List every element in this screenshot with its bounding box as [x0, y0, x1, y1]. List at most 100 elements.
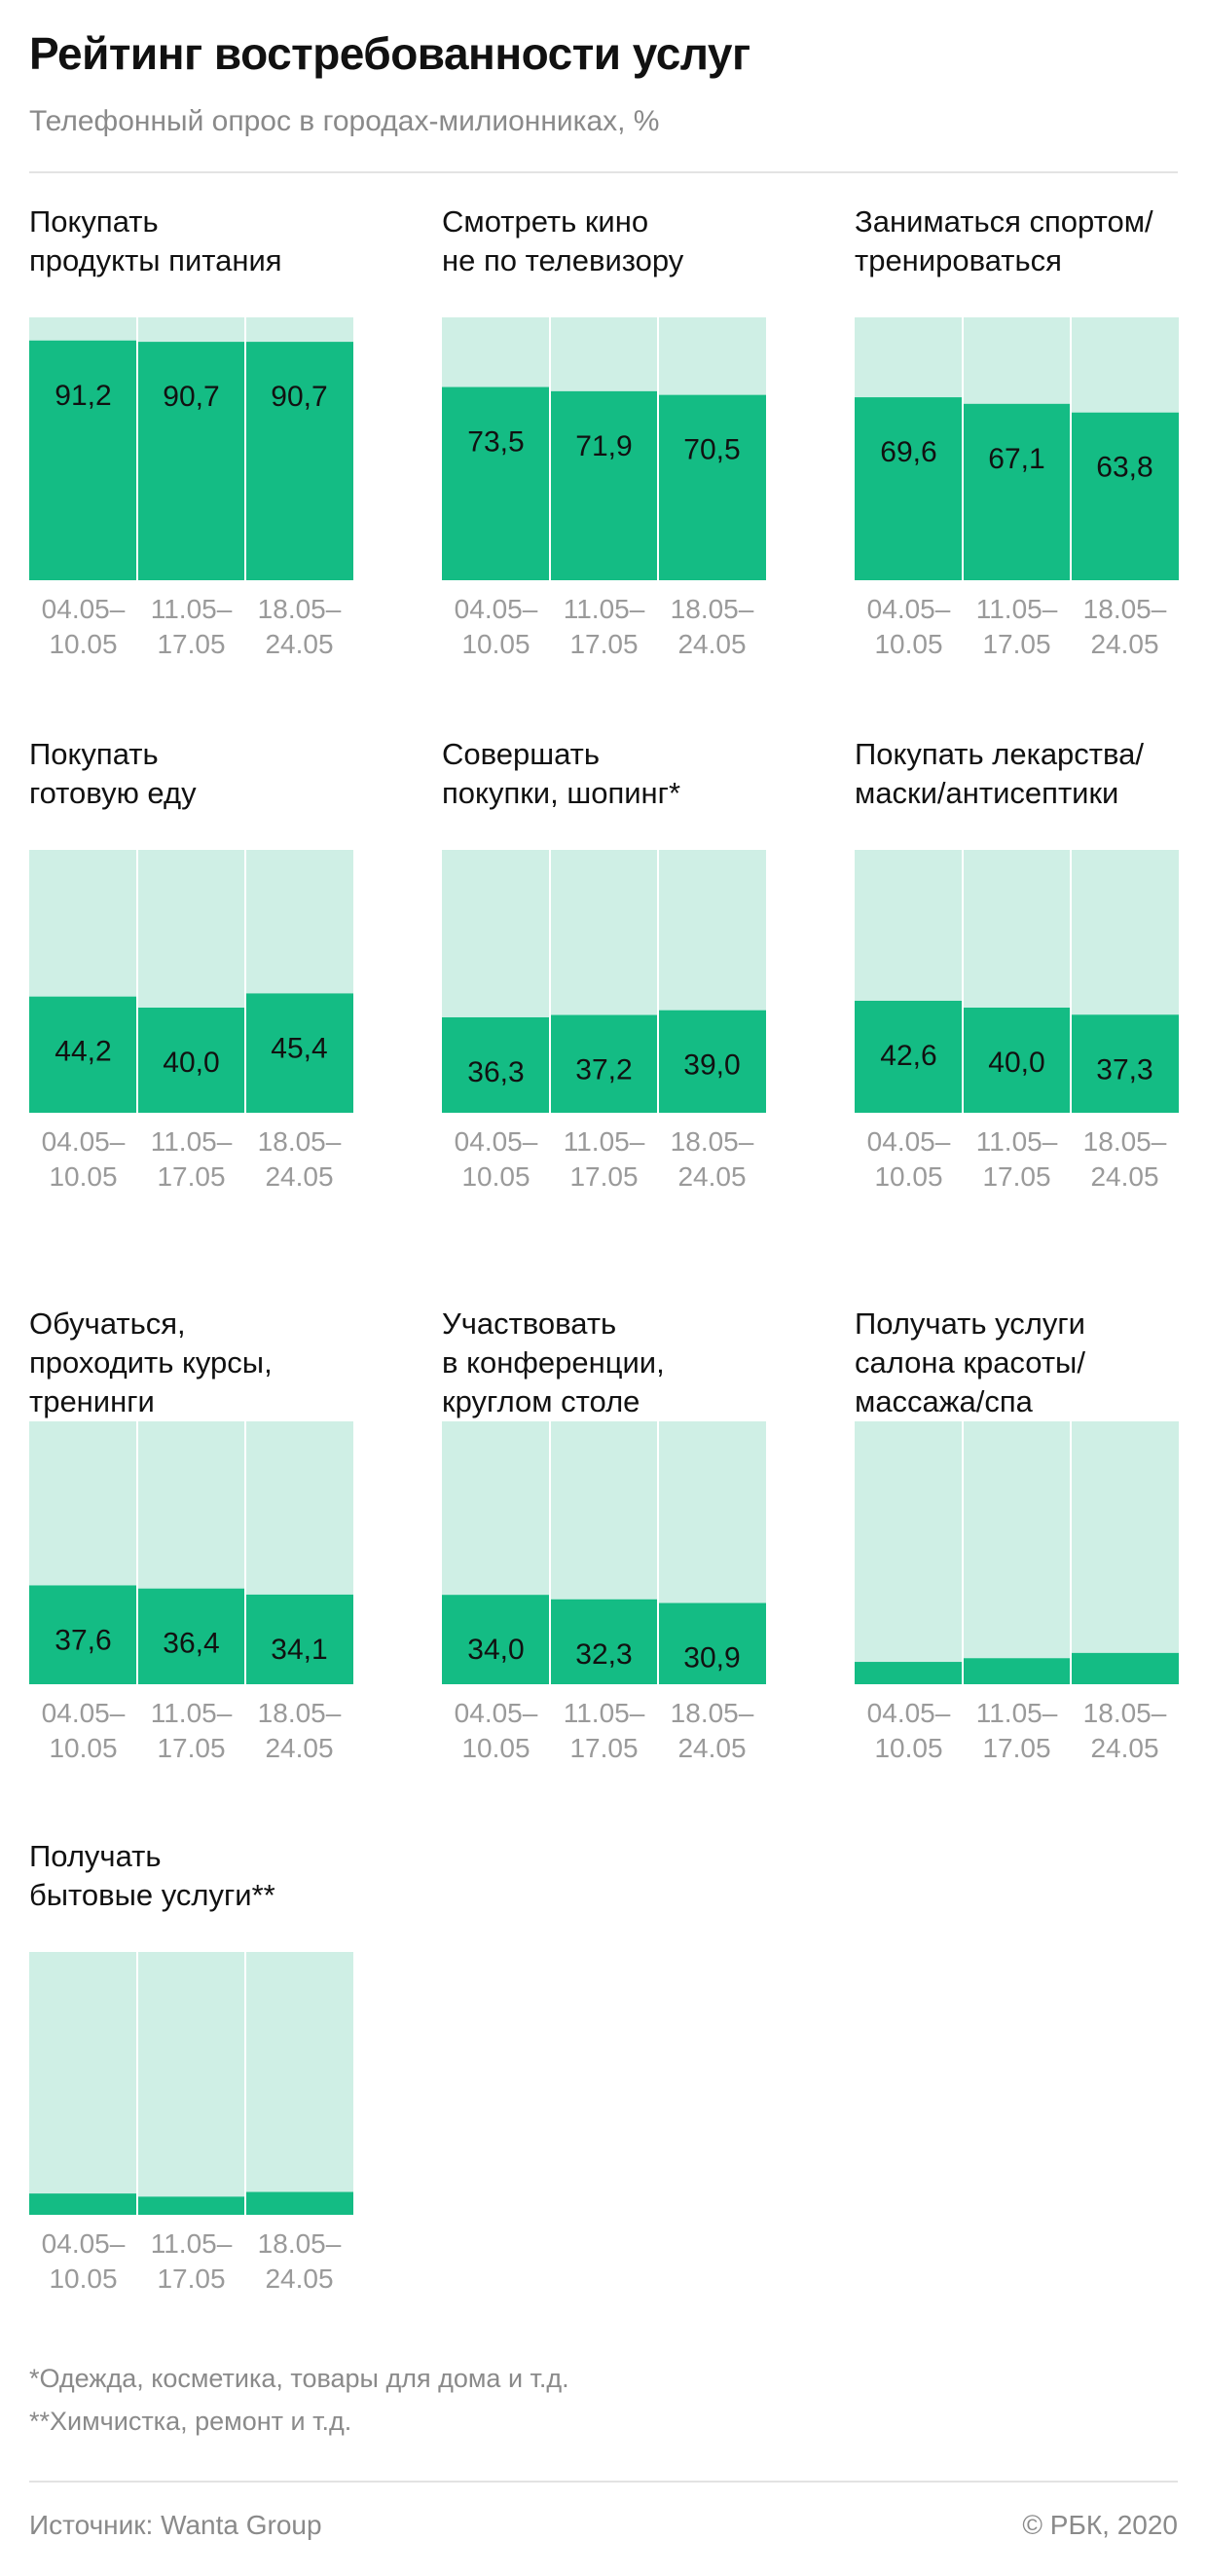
x-tick-label: 11.05– 17.05	[150, 1126, 233, 1192]
bar-separator	[1070, 850, 1072, 1113]
bar	[658, 1602, 766, 1684]
bar-track	[29, 1952, 137, 2215]
x-tick-label: 18.05– 24.05	[257, 1126, 342, 1192]
header-divider	[29, 171, 1178, 173]
x-axis-labels: 04.05– 10.05 11.05– 17.05 18.05– 24.05	[855, 1124, 1179, 1202]
bar-value-label: 34,0	[467, 1634, 524, 1666]
footnote-services: **Химчистка, ремонт и т.д.	[29, 2407, 352, 2436]
x-tick-label: 11.05– 17.05	[150, 594, 233, 659]
panel-title: Получать бытовые услуги**	[29, 1839, 275, 1912]
bar-track	[245, 1952, 353, 2215]
panel-title: Покупать продукты питания	[29, 204, 282, 277]
x-axis-labels: 04.05– 10.05 11.05– 17.05 18.05– 24.05	[442, 1124, 766, 1202]
bar-plot: 44,2 40,0 45,4	[29, 850, 353, 1113]
bar-track	[1071, 1421, 1179, 1684]
bar	[245, 993, 353, 1113]
bar-value-label: 73,5	[467, 426, 524, 459]
bar	[855, 1000, 963, 1113]
bar-separator	[136, 1952, 138, 2215]
bar-value-label: 69,6	[880, 436, 936, 468]
bar	[550, 390, 658, 580]
bar-separator	[244, 1421, 246, 1684]
panel-title: Совершать покупки, шопинг*	[442, 737, 681, 810]
x-tick-label: 18.05– 24.05	[1082, 1126, 1167, 1192]
bar	[245, 2191, 353, 2215]
bar-value-label: 40,0	[163, 1047, 219, 1079]
bar-plot: 8,59,911,9	[855, 1421, 1179, 1684]
bar-value-label: 37,2	[575, 1054, 632, 1086]
bar-value-label: 67,1	[988, 443, 1044, 475]
bar-separator	[549, 850, 551, 1113]
source-credit: Источник: Wanta Group	[29, 2510, 322, 2540]
bar	[29, 996, 137, 1113]
bar	[137, 342, 245, 580]
bar	[442, 1016, 550, 1113]
x-tick-label: 18.05– 24.05	[670, 594, 754, 659]
x-tick-label: 04.05– 10.05	[41, 1698, 126, 1763]
x-tick-label: 04.05– 10.05	[454, 1698, 538, 1763]
bar	[245, 1594, 353, 1684]
x-tick-label: 11.05– 17.05	[975, 594, 1058, 659]
bar-separator	[962, 1421, 964, 1684]
x-tick-label: 11.05– 17.05	[563, 1698, 645, 1763]
x-tick-label: 04.05– 10.05	[41, 2228, 126, 2294]
x-tick-label: 04.05– 10.05	[866, 594, 951, 659]
bar-plot: 73,5 71,9 70,5	[442, 317, 766, 580]
x-axis-labels: 04.05– 10.05 11.05– 17.05 18.05– 24.05	[29, 1696, 353, 1774]
panel-title: Участвовать в конференции, круглом столе	[442, 1306, 665, 1418]
bar	[29, 2193, 137, 2215]
bar	[550, 1014, 658, 1113]
bar-value-label: 32,3	[575, 1638, 632, 1671]
bar-separator	[136, 1421, 138, 1684]
bar-plot: 69,6 67,1 63,8	[855, 317, 1179, 580]
bar-separator	[244, 850, 246, 1113]
bar	[855, 1662, 963, 1684]
x-tick-label: 04.05– 10.05	[866, 1698, 951, 1763]
x-tick-label: 18.05– 24.05	[257, 1698, 342, 1763]
panel-title: Получать услуги салона красоты/ массажа/…	[855, 1306, 1085, 1418]
footnote-clothing: *Одежда, косметика, товары для дома и т.…	[29, 2364, 569, 2393]
bar-value-label: 30,9	[683, 1642, 740, 1674]
x-tick-label: 04.05– 10.05	[41, 594, 126, 659]
x-tick-label: 11.05– 17.05	[563, 1126, 645, 1192]
x-tick-label: 18.05– 24.05	[257, 594, 342, 659]
bar-plot: 42,6 40,0 37,3	[855, 850, 1179, 1113]
bar	[1071, 1652, 1179, 1684]
bar-separator	[136, 850, 138, 1113]
bar-value-label: 70,5	[683, 434, 740, 466]
bar-value-label: 36,4	[163, 1628, 219, 1660]
x-tick-label: 04.05– 10.05	[454, 594, 538, 659]
x-axis-labels: 04.05– 10.05 11.05– 17.05 18.05– 24.05	[29, 592, 353, 670]
bar	[658, 394, 766, 580]
x-axis-labels: 04.05– 10.05 11.05– 17.05 18.05– 24.05	[442, 1696, 766, 1774]
bar	[137, 1008, 245, 1113]
bar-value-label: 34,1	[271, 1634, 327, 1666]
bar-value-label: 71,9	[575, 430, 632, 462]
bar-value-label: 90,7	[163, 381, 219, 413]
bar	[963, 1008, 1071, 1113]
bar	[1071, 412, 1179, 580]
bar-separator	[1070, 317, 1072, 580]
bar-plot: 91,2 90,7 90,7	[29, 317, 353, 580]
x-tick-label: 11.05– 17.05	[563, 594, 645, 659]
bar-separator	[244, 1952, 246, 2215]
bar-value-label: 42,6	[880, 1040, 936, 1072]
panel-title: Покупать лекарства/ маски/антисептики	[855, 737, 1144, 810]
bar-separator	[962, 850, 964, 1113]
x-tick-label: 18.05– 24.05	[1082, 1698, 1167, 1763]
bar-value-label: 39,0	[683, 1049, 740, 1082]
bar-value-label: 40,0	[988, 1047, 1044, 1079]
x-tick-label: 11.05– 17.05	[150, 1698, 233, 1763]
bar	[137, 1588, 245, 1684]
bar-plot: 37,6 36,4 34,1	[29, 1421, 353, 1684]
x-tick-label: 11.05– 17.05	[150, 2228, 233, 2294]
bar-value-label: 90,7	[271, 381, 327, 413]
bar	[550, 1599, 658, 1684]
x-axis-labels: 04.05– 10.05 11.05– 17.05 18.05– 24.05	[855, 592, 1179, 670]
x-tick-label: 18.05– 24.05	[1082, 594, 1167, 659]
bar	[963, 1658, 1071, 1684]
bar-separator	[657, 1421, 659, 1684]
bar-value-label: 37,6	[55, 1624, 111, 1656]
chart-title: Рейтинг востребованности услуг	[29, 28, 750, 79]
bar	[1071, 1014, 1179, 1113]
